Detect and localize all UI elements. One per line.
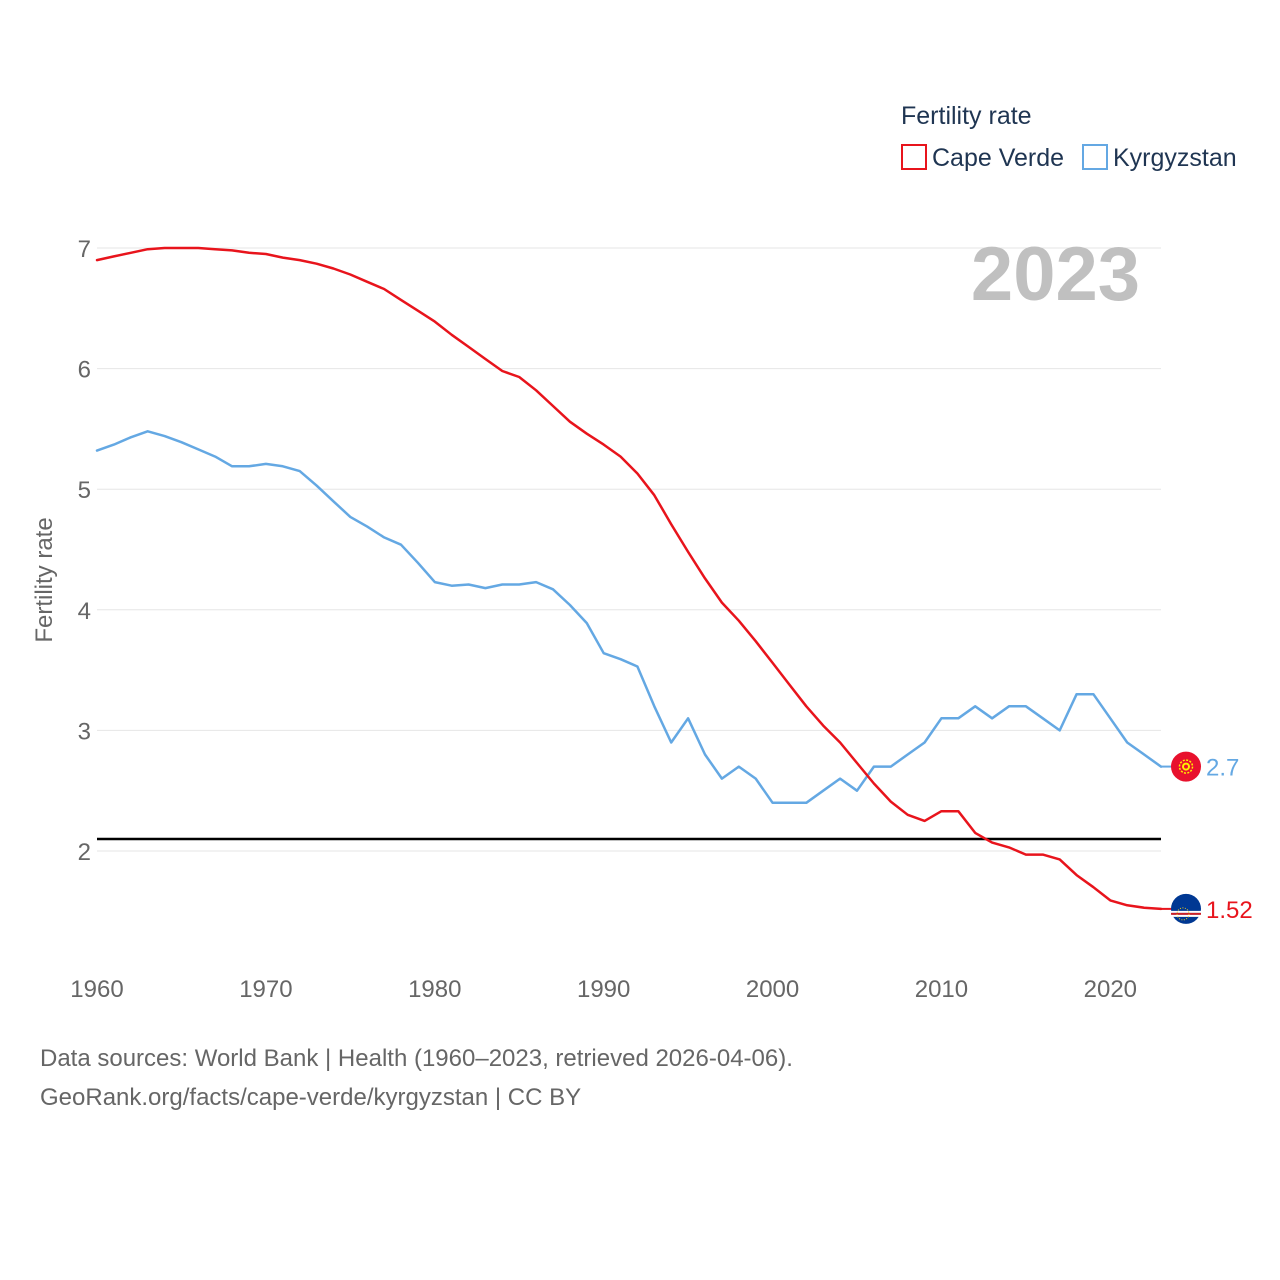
legend: Fertility rate Cape Verde Kyrgyzstan xyxy=(901,102,1237,172)
kyrgyzstan-flag-tunduk xyxy=(1184,764,1188,769)
data-source-note: Data sources: World Bank | Health (1960–… xyxy=(40,1045,793,1072)
x-tick-label: 1960 xyxy=(70,976,123,1003)
y-tick-label: 5 xyxy=(78,477,91,504)
end-value-label-cape-verde: 1.52 xyxy=(1206,897,1253,924)
cape-verde-flag-white-stripe-top xyxy=(1171,910,1201,913)
cape-verde-flag-stars xyxy=(1176,907,1190,921)
legend-swatch-cape-verde xyxy=(901,144,927,170)
cape-verde-flag-red-stripe xyxy=(1171,912,1201,915)
x-tick-label: 2010 xyxy=(915,976,968,1003)
x-axis-ticks: 1960 1970 1980 1990 2000 2010 2020 xyxy=(70,976,1137,1003)
legend-label-cape-verde: Cape Verde xyxy=(932,144,1064,172)
legend-title: Fertility rate xyxy=(901,102,1032,130)
legend-swatch-kyrgyzstan xyxy=(1082,144,1108,170)
legend-label-kyrgyzstan: Kyrgyzstan xyxy=(1113,144,1237,172)
kyrgyzstan-flag-sun-rays xyxy=(1178,759,1194,774)
series-line-kyrgyzstan xyxy=(95,430,1163,805)
y-tick-label: 7 xyxy=(78,236,91,263)
x-tick-label: 1990 xyxy=(577,976,630,1003)
legend-item-cape-verde[interactable]: Cape Verde xyxy=(901,144,1064,172)
site-credit: GeoRank.org/facts/cape-verde/kyrgyzstan … xyxy=(40,1084,582,1111)
x-tick-label: 1970 xyxy=(239,976,292,1003)
end-value-label-kyrgyzstan: 2.7 xyxy=(1206,755,1239,782)
x-tick-label: 2020 xyxy=(1084,976,1137,1003)
y-axis-ticks: 2 3 4 5 6 7 xyxy=(78,236,91,866)
legend-item-kyrgyzstan[interactable]: Kyrgyzstan xyxy=(1082,144,1237,172)
series-lines xyxy=(95,246,1163,911)
end-markers: 2.7 1.52 xyxy=(1161,751,1253,924)
y-tick-label: 6 xyxy=(78,357,91,384)
kyrgyzstan-flag-icon xyxy=(1171,751,1201,782)
gridlines xyxy=(97,247,1161,852)
cape-verde-flag-icon xyxy=(1171,893,1201,924)
y-tick-label: 3 xyxy=(78,718,91,745)
cape-verde-flag-white-stripe-bottom xyxy=(1171,914,1201,917)
x-tick-label: 1980 xyxy=(408,976,461,1003)
x-tick-label: 2000 xyxy=(746,976,799,1003)
y-axis-title: Fertility rate xyxy=(31,517,58,642)
y-tick-label: 2 xyxy=(78,839,91,866)
series-line-cape-verde xyxy=(95,246,1163,911)
year-label: 2023 xyxy=(971,232,1140,317)
y-tick-label: 4 xyxy=(78,598,91,625)
